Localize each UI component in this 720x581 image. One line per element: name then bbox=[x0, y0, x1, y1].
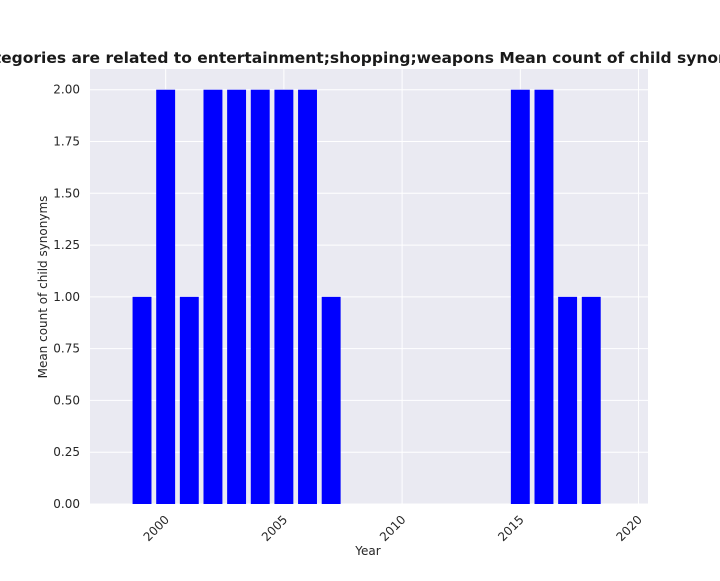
y-tick-label: 1.25 bbox=[53, 238, 80, 252]
chart-title: Companies whose categories are related t… bbox=[0, 49, 720, 67]
bar-2004 bbox=[250, 89, 270, 504]
y-tick-label: 1.00 bbox=[53, 290, 80, 304]
bar-2017 bbox=[558, 296, 578, 504]
y-tick-label: 1.50 bbox=[53, 186, 80, 200]
x-tick-label: 2005 bbox=[259, 513, 290, 544]
bar-2002 bbox=[203, 89, 223, 504]
y-tick-label: 0.00 bbox=[53, 497, 80, 511]
bar-1999 bbox=[132, 296, 152, 504]
bar-2005 bbox=[274, 89, 294, 504]
x-tick-label: 2000 bbox=[141, 513, 172, 544]
bar-2000 bbox=[156, 89, 176, 504]
bars bbox=[132, 89, 601, 504]
bar-2003 bbox=[227, 89, 247, 504]
bar-2018 bbox=[581, 296, 601, 504]
x-tick-label: 2020 bbox=[613, 513, 644, 544]
y-tick-label: 0.50 bbox=[53, 393, 80, 407]
bar-2015 bbox=[510, 89, 530, 504]
x-axis-ticks: 2000 2005 2010 2015 2020 bbox=[141, 513, 645, 544]
y-axis-ticks: 0.00 0.25 0.50 0.75 1.00 1.25 1.50 1.75 2.00 bbox=[53, 83, 80, 511]
y-tick-label: 0.25 bbox=[53, 445, 80, 459]
bar-2016 bbox=[534, 89, 554, 504]
y-tick-label: 0.75 bbox=[53, 342, 80, 356]
bar-2007 bbox=[321, 296, 341, 504]
x-tick-label: 2015 bbox=[495, 513, 526, 544]
bar-2001 bbox=[179, 296, 199, 504]
y-tick-label: 1.75 bbox=[53, 135, 80, 149]
x-tick-label: 2010 bbox=[377, 513, 408, 544]
y-axis-label: Mean count of child synonyms bbox=[36, 196, 50, 379]
y-tick-label: 2.00 bbox=[53, 83, 80, 97]
x-axis-label: Year bbox=[354, 544, 380, 558]
bar-2006 bbox=[298, 89, 317, 504]
